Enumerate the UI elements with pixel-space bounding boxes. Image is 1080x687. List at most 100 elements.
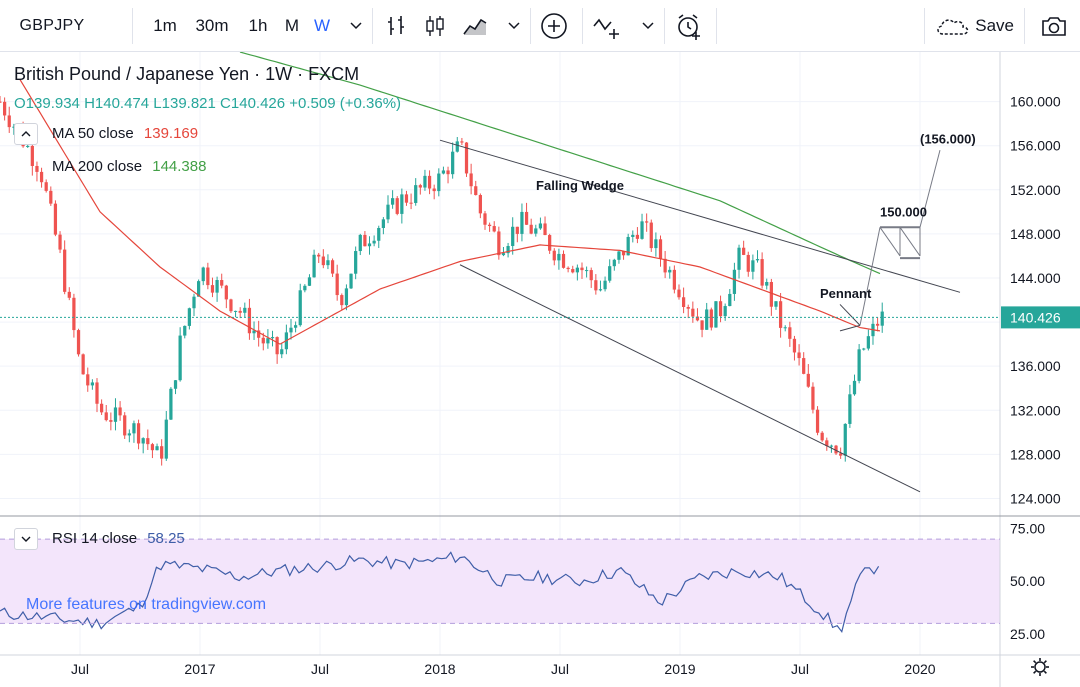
- rsi-collapse-button[interactable]: [14, 528, 38, 550]
- price-tick-label: 160.000: [1010, 94, 1061, 110]
- candle-body: [127, 433, 131, 436]
- candle-body: [534, 228, 538, 234]
- candle-body: [598, 289, 603, 291]
- candle-body: [210, 285, 215, 293]
- tradingview-watermark[interactable]: More features on tradingview.com: [26, 596, 267, 613]
- candle-body: [30, 145, 34, 166]
- candle-body: [746, 254, 750, 272]
- candles-style-button[interactable]: [420, 0, 450, 52]
- candle-body: [215, 280, 219, 293]
- time-tick-label: Jul: [791, 661, 809, 677]
- candle-body: [201, 267, 205, 282]
- candle-body: [511, 226, 515, 246]
- axes: 160.000156.000152.000148.000144.000140.0…: [0, 52, 1080, 687]
- toolbar-divider: [530, 8, 531, 44]
- interval-30m-button[interactable]: 30m: [195, 16, 229, 35]
- alert-button[interactable]: [672, 0, 706, 52]
- rsi-line: [0, 551, 880, 634]
- chart-canvas[interactable]: 160.000156.000152.000148.000144.000140.0…: [0, 52, 1080, 687]
- candle-body: [293, 325, 298, 328]
- rsi-tick-label: 25.00: [1010, 626, 1045, 642]
- candle-body: [464, 142, 469, 174]
- candle-body: [150, 444, 155, 451]
- toolbar-divider: [924, 8, 925, 44]
- interval-1m-button[interactable]: 1m: [153, 16, 177, 35]
- candle-body: [580, 267, 584, 271]
- candle-body: [843, 423, 847, 456]
- interval-monthly-button[interactable]: M: [284, 16, 300, 35]
- candle-body: [414, 185, 418, 203]
- candle-body: [67, 291, 71, 298]
- candle-body: [561, 253, 566, 268]
- candle-body: [238, 310, 242, 313]
- add-indicator-button[interactable]: [538, 0, 570, 52]
- candle-body: [363, 234, 367, 247]
- candles-icon: [426, 16, 444, 36]
- candle-body: [358, 234, 362, 252]
- candle-body: [566, 267, 570, 270]
- toolbar-divider: [1024, 8, 1025, 44]
- compare-dropdown-button[interactable]: [636, 0, 660, 52]
- price-tick-label: 152.000: [1010, 182, 1061, 198]
- candle-body: [737, 247, 741, 270]
- candle-body: [76, 330, 81, 355]
- plus-circle-icon: [541, 13, 567, 39]
- candle-body: [26, 145, 30, 147]
- chevron-down-icon: [642, 22, 654, 30]
- candle-body: [755, 259, 760, 261]
- candle-body: [261, 337, 265, 344]
- candle-body: [649, 222, 653, 249]
- candle-body: [0, 101, 2, 103]
- last-price-label: 140.426: [1010, 309, 1061, 325]
- candle-body: [233, 310, 238, 312]
- area-style-button[interactable]: [458, 0, 492, 52]
- candle-body: [492, 226, 496, 232]
- candle-body: [681, 297, 686, 308]
- candle-body: [640, 221, 644, 239]
- candle-body: [206, 267, 210, 286]
- falling-wedge-label: Falling Wedge: [536, 178, 624, 193]
- candle-body: [631, 234, 635, 237]
- candle-body: [839, 453, 843, 456]
- candle-body: [834, 445, 838, 454]
- candle-body: [335, 273, 339, 296]
- candle-body: [321, 256, 325, 266]
- ma200-line: [239, 52, 881, 275]
- interval-weekly-button[interactable]: W: [313, 16, 331, 35]
- toolbar-divider: [582, 8, 583, 44]
- candle-body: [344, 288, 349, 306]
- snapshot-button[interactable]: [1034, 0, 1074, 52]
- rsi-value: 58.25: [147, 530, 185, 547]
- candle-body: [104, 412, 108, 421]
- save-button[interactable]: Save: [934, 0, 1014, 52]
- wedge-lower-line: [459, 264, 921, 493]
- compare-button[interactable]: [590, 0, 628, 52]
- candle-body: [243, 307, 247, 313]
- interval-dropdown-button[interactable]: [342, 0, 370, 52]
- candle-body: [95, 382, 99, 404]
- candle-body: [778, 301, 783, 328]
- chart-style-dropdown-button[interactable]: [502, 0, 526, 52]
- candle-body: [118, 407, 122, 416]
- collapse-indicators-button[interactable]: [14, 123, 38, 145]
- bars-style-button[interactable]: [382, 0, 412, 52]
- time-tick-label: Jul: [551, 661, 569, 677]
- candle-body: [270, 337, 275, 339]
- candle-body: [312, 254, 316, 278]
- area-chart-icon: [463, 18, 487, 35]
- candle-body: [178, 335, 182, 381]
- interval-1h-button[interactable]: 1h: [248, 16, 268, 35]
- candle-body: [63, 249, 67, 292]
- candle-body: [44, 182, 48, 191]
- symbol-search-button[interactable]: GBPJPY: [19, 17, 85, 34]
- last-price-badge: [1001, 306, 1080, 329]
- candle-body: [594, 280, 598, 291]
- candle-body: [714, 301, 718, 328]
- candle-body: [280, 349, 284, 355]
- ma200-value: 144.388: [152, 158, 207, 175]
- candle-body: [49, 190, 53, 204]
- trend-drawings: [439, 139, 961, 493]
- price-tick-label: 124.000: [1010, 490, 1061, 506]
- ohlc-readout: O139.934 H140.474 L139.821 C140.426 +0.5…: [14, 95, 401, 112]
- toolbar-divider: [372, 8, 373, 44]
